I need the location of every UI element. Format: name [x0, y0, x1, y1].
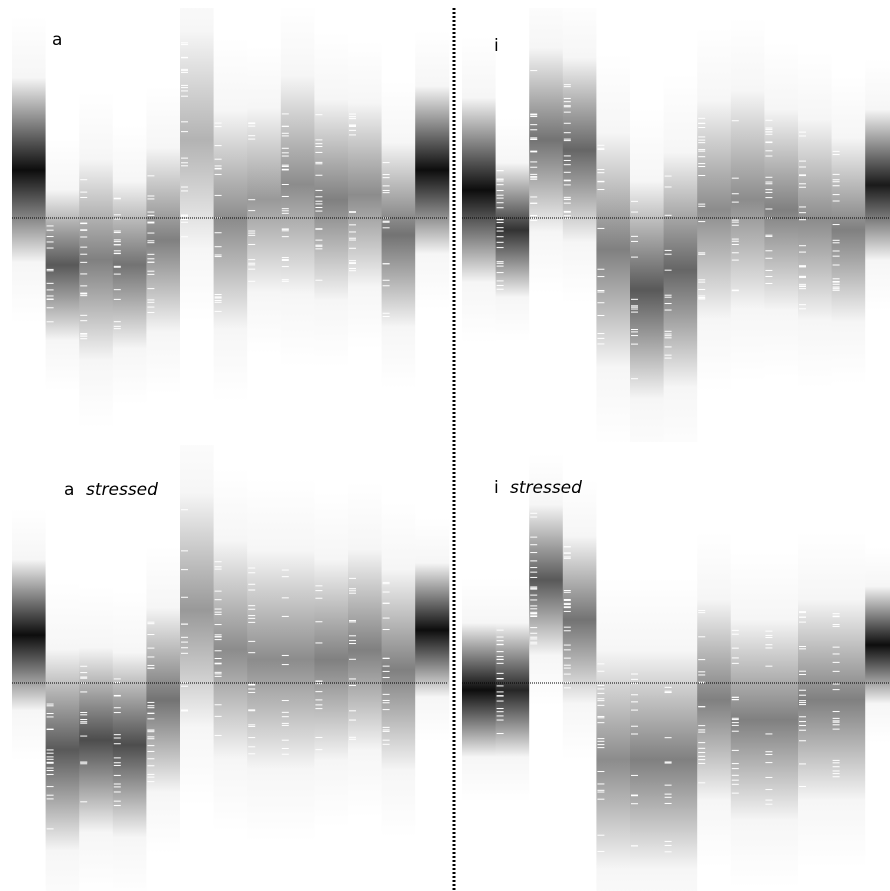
- column: [462, 445, 497, 891]
- column: [213, 8, 248, 442]
- column: [45, 8, 80, 442]
- column: [865, 8, 890, 442]
- column: [596, 445, 631, 891]
- column: [79, 8, 114, 442]
- column: [596, 8, 631, 442]
- column: [798, 445, 833, 891]
- column: [495, 445, 530, 891]
- column: [529, 445, 564, 891]
- column: [764, 445, 799, 891]
- panel-label: a: [64, 480, 74, 500]
- column: [12, 8, 47, 442]
- column: [663, 8, 698, 442]
- column: [146, 8, 181, 442]
- panel-qualifier: stressed: [510, 478, 582, 498]
- column: [697, 445, 732, 891]
- column: [495, 8, 530, 442]
- column: [415, 445, 450, 891]
- column: [79, 445, 114, 891]
- column: [280, 8, 315, 442]
- column: [462, 8, 497, 442]
- panel-label: i: [494, 36, 499, 56]
- panel-label: i: [494, 478, 499, 498]
- panel-label: a: [52, 30, 62, 50]
- column: [663, 445, 698, 891]
- column: [630, 445, 665, 891]
- column: [314, 8, 349, 442]
- column: [213, 445, 248, 891]
- column: [381, 445, 416, 891]
- column: [247, 8, 282, 442]
- column: [12, 445, 47, 891]
- column: [764, 8, 799, 442]
- column: [562, 8, 597, 442]
- column: [865, 445, 890, 891]
- column: [45, 445, 80, 891]
- column: [630, 8, 665, 442]
- columns: [12, 8, 890, 891]
- column: [112, 445, 147, 891]
- column: [415, 8, 450, 442]
- column: [180, 445, 215, 891]
- column: [529, 8, 564, 442]
- column: [381, 8, 416, 442]
- column: [697, 8, 732, 442]
- column: [280, 445, 315, 891]
- column: [180, 8, 215, 442]
- column: [247, 445, 282, 891]
- column: [348, 445, 383, 891]
- panel-qualifier: stressed: [86, 480, 158, 500]
- column: [831, 445, 866, 891]
- column: [112, 8, 147, 442]
- column: [314, 445, 349, 891]
- column: [730, 445, 765, 891]
- column: [798, 8, 833, 442]
